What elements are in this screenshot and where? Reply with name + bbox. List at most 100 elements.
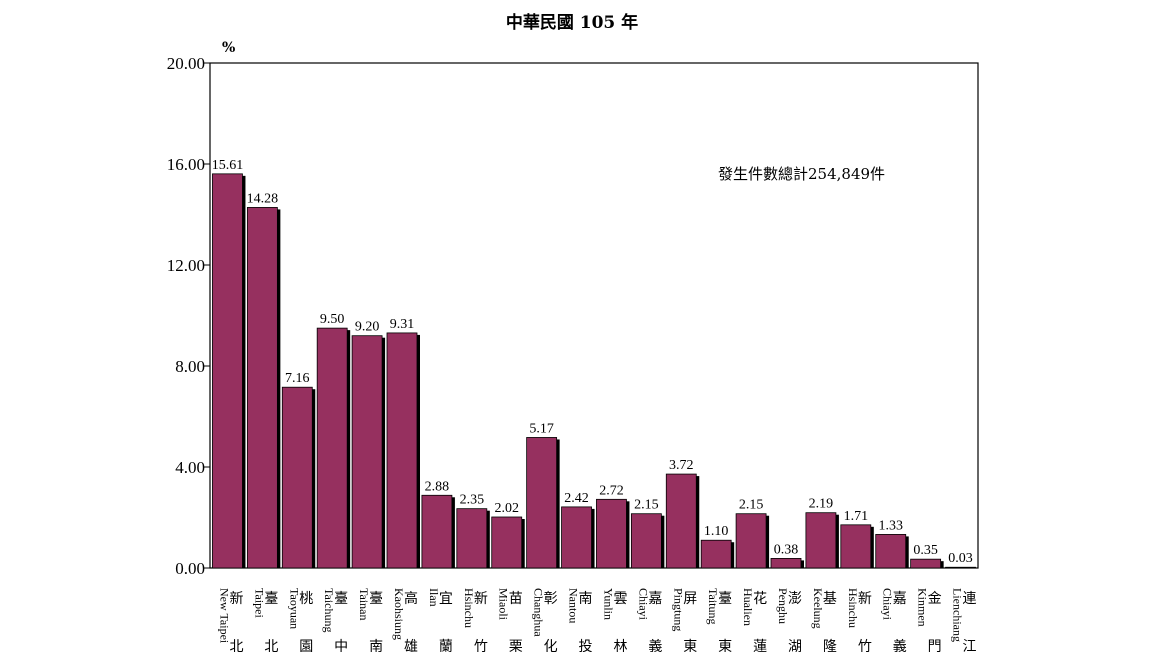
data-label: 2.35 bbox=[460, 493, 485, 508]
y-tick-label: 12.00 bbox=[167, 256, 205, 275]
data-label: 2.19 bbox=[809, 497, 834, 512]
category-label-zh: 臺東縣 bbox=[718, 591, 732, 652]
data-label: 15.61 bbox=[212, 158, 244, 173]
category-label-en: Hualien bbox=[741, 588, 755, 626]
category-label-zh: 桃園市 bbox=[299, 591, 313, 652]
bar bbox=[875, 534, 907, 569]
chart-title: 中華民國 105 年 bbox=[506, 12, 638, 33]
category-label-zh: 新竹縣 bbox=[474, 591, 488, 652]
category-label-en: Changhua bbox=[532, 588, 546, 637]
y-tick-label: 8.00 bbox=[175, 357, 205, 376]
data-label: 9.50 bbox=[320, 312, 345, 327]
category-label-en: Nantou bbox=[567, 588, 581, 623]
data-label: 0.03 bbox=[948, 551, 973, 566]
bar bbox=[700, 539, 732, 569]
y-unit-label: % bbox=[222, 40, 235, 56]
bar bbox=[770, 558, 802, 569]
y-tick-label: 20.00 bbox=[167, 54, 205, 73]
category-label-zh: 花蓮縣 bbox=[753, 591, 767, 652]
bar bbox=[526, 437, 558, 569]
category-label-zh: 嘉義市 bbox=[893, 591, 907, 652]
bar bbox=[945, 566, 976, 569]
bar bbox=[596, 498, 627, 569]
category-label-zh: 連江縣 bbox=[963, 591, 977, 652]
bar bbox=[665, 473, 697, 569]
bar bbox=[630, 513, 662, 569]
bars: 15.61 14.28 7.16 9.50 9.20 9.31 2.88 2.35 2.02 5.… bbox=[212, 158, 976, 569]
category-label-en: Taichung bbox=[322, 588, 336, 632]
category-label-zh: 宜蘭縣 bbox=[439, 591, 453, 652]
bar bbox=[212, 173, 243, 569]
category-label-zh: 苗栗縣 bbox=[509, 591, 523, 652]
category-label-en: Taitung bbox=[706, 588, 720, 625]
data-label: 9.31 bbox=[390, 317, 415, 332]
category-label-zh: 新竹市 bbox=[858, 591, 872, 652]
bar bbox=[351, 335, 383, 569]
bar bbox=[386, 332, 418, 569]
data-label: 5.17 bbox=[529, 421, 554, 436]
category-label-en: Yunlin bbox=[601, 588, 615, 620]
category-label-zh: 臺北市 bbox=[264, 591, 278, 652]
data-label: 1.71 bbox=[844, 509, 869, 524]
data-label: 2.15 bbox=[739, 498, 764, 513]
y-tick-label: 4.00 bbox=[175, 458, 205, 477]
category-label-en: Ilan bbox=[427, 588, 441, 607]
data-label: 2.42 bbox=[564, 491, 589, 506]
bar bbox=[735, 513, 767, 569]
bar bbox=[456, 508, 488, 569]
category-label-en: Lienchiang bbox=[951, 588, 965, 642]
data-label: 3.72 bbox=[669, 458, 694, 473]
category-label-zh: 澎湖縣 bbox=[788, 591, 802, 652]
data-label: 0.38 bbox=[774, 542, 799, 557]
category-label-zh: 南投縣 bbox=[579, 591, 593, 652]
total-annotation: 發生件數總計254,849件 bbox=[718, 165, 885, 183]
bar bbox=[491, 516, 523, 569]
category-label-en: Hsinchu bbox=[846, 588, 860, 628]
category-label-zh: 新北市 bbox=[229, 591, 243, 652]
category-label-en: Pingtung bbox=[671, 588, 685, 631]
bar bbox=[840, 524, 872, 569]
category-label-en: New Taipei bbox=[217, 588, 231, 644]
category-label-zh: 彰化縣 bbox=[544, 590, 558, 652]
category-label-en: Kinmen bbox=[916, 588, 930, 627]
category-label-zh: 屏東縣 bbox=[683, 591, 697, 652]
category-label-zh: 基隆市 bbox=[823, 590, 837, 652]
category-label-en: Miaoli bbox=[497, 588, 511, 621]
bar bbox=[910, 558, 942, 569]
y-axis: 0.00 4.00 8.00 12.00 16.00 20.00 bbox=[167, 54, 210, 578]
category-label-en: Keelung bbox=[811, 588, 825, 629]
bar bbox=[561, 506, 592, 569]
category-label-en: Penghu bbox=[776, 588, 790, 624]
data-label: 1.10 bbox=[704, 524, 729, 539]
data-label: 7.16 bbox=[285, 371, 310, 386]
data-label: 9.20 bbox=[355, 320, 380, 335]
category-label-en: Taoyuan bbox=[287, 588, 301, 629]
data-label: 0.35 bbox=[913, 543, 938, 558]
category-label-en: Tainan bbox=[357, 588, 371, 620]
bar bbox=[281, 386, 313, 569]
data-label: 2.88 bbox=[425, 479, 450, 494]
category-label-en: Kaohsiung bbox=[392, 588, 406, 640]
data-label: 2.15 bbox=[634, 498, 659, 513]
y-tick-label: 0.00 bbox=[175, 559, 205, 578]
x-axis-labels: New Taipei新北市 Taipei臺北市 Taoyuan桃園市 Taichung… bbox=[217, 588, 976, 652]
category-label-zh: 臺南市 bbox=[369, 591, 383, 652]
data-label: 2.72 bbox=[599, 483, 624, 498]
y-tick-label: 16.00 bbox=[167, 155, 205, 174]
category-label-zh: 臺中市 bbox=[334, 591, 348, 652]
bar bbox=[316, 327, 348, 569]
category-label-en: Chiayi bbox=[881, 588, 895, 621]
category-label-zh: 金門縣 bbox=[928, 591, 942, 652]
bar bbox=[421, 494, 453, 569]
category-label-zh: 高雄市 bbox=[404, 590, 418, 652]
bar bbox=[805, 512, 837, 569]
category-label-en: Hsinchu bbox=[462, 588, 476, 628]
data-label: 2.02 bbox=[494, 501, 519, 516]
bar bbox=[246, 207, 278, 569]
category-label-zh: 雲林縣 bbox=[613, 591, 627, 652]
data-label: 14.28 bbox=[247, 191, 279, 206]
data-label: 1.33 bbox=[878, 518, 903, 533]
category-label-en: Chiayi bbox=[636, 588, 650, 621]
category-label-zh: 嘉義縣 bbox=[648, 591, 662, 652]
